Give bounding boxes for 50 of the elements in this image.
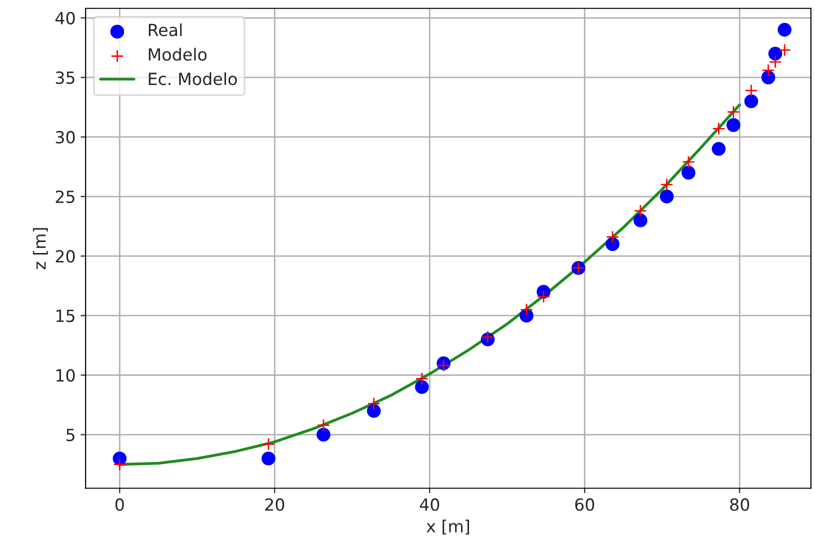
point — [262, 452, 276, 466]
point — [437, 359, 450, 372]
x-tick-label: 80 — [730, 498, 750, 511]
x-tick-label: 60 — [575, 498, 594, 511]
y-tick-label: 25 — [56, 190, 74, 204]
point — [537, 290, 550, 304]
point — [726, 105, 740, 118]
point — [778, 44, 792, 57]
point — [367, 397, 380, 410]
point — [744, 94, 758, 108]
point — [744, 84, 758, 98]
y-tick-label: 5 — [66, 428, 74, 442]
point — [606, 237, 620, 252]
point — [262, 438, 275, 451]
y-tick-label: 10 — [56, 369, 75, 382]
point — [634, 213, 648, 228]
point — [682, 166, 696, 180]
point — [606, 230, 620, 244]
y-tick-label: 30 — [56, 130, 75, 144]
point — [520, 303, 534, 316]
point — [712, 122, 726, 136]
y-tick-label: 40 — [55, 12, 75, 24]
point — [682, 155, 695, 168]
point — [316, 428, 330, 442]
y-tick-label: 20 — [56, 250, 75, 263]
point — [481, 330, 494, 344]
point — [712, 142, 726, 156]
x-axis-title: x [m] — [426, 520, 470, 535]
x-tick-label: 40 — [420, 498, 440, 511]
point — [415, 372, 428, 386]
y-tick-label: 35 — [56, 71, 74, 84]
x-tick-label: 20 — [265, 498, 284, 511]
legend-label: Ec. Modelo — [148, 72, 237, 86]
y-tick-label: 15 — [56, 310, 74, 322]
point — [660, 190, 674, 204]
point — [726, 118, 740, 132]
point — [316, 418, 330, 432]
point — [634, 204, 647, 218]
legend-label: Real — [148, 23, 182, 36]
x-tick-label: 0 — [115, 498, 124, 511]
y-axis-title: z [m] — [32, 228, 48, 270]
point — [778, 22, 792, 37]
point — [414, 380, 429, 394]
point — [113, 458, 126, 471]
point — [520, 308, 534, 322]
point — [366, 404, 381, 418]
point — [660, 178, 674, 192]
point — [768, 46, 782, 61]
legend-label: Modelo — [148, 48, 207, 61]
point — [761, 70, 776, 84]
